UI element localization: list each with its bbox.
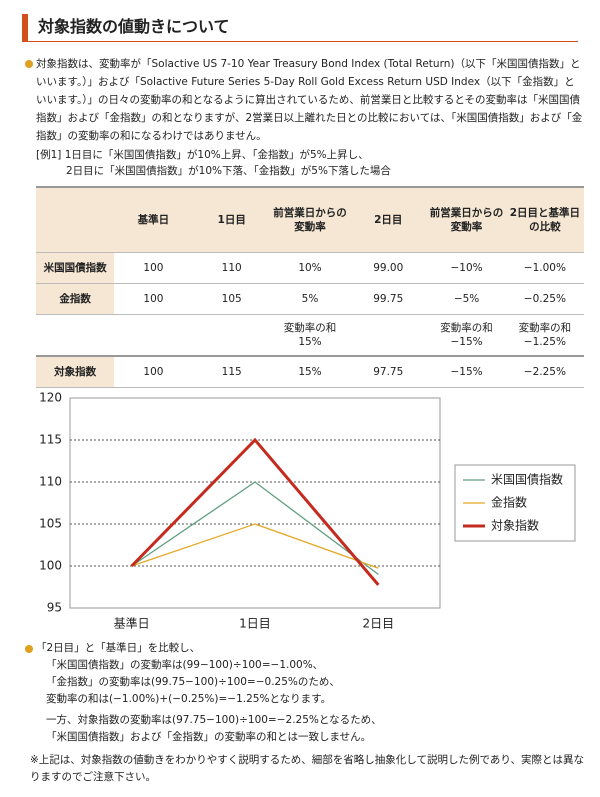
header-row: 基準日 1日目 前営業日からの変動率 2日目 前営業日からの変動率 2日目と基準日の比較 — [36, 186, 584, 253]
cell: 99.75 — [349, 283, 428, 315]
x-tick-label: 基準日 — [114, 616, 150, 631]
cell — [36, 315, 114, 357]
footnote: ※上記は、対象指数の値動きをわかりやすく説明するため、細部を省略し抽象化して説明… — [30, 754, 584, 783]
example-line: 2日目に「米国国債指数」が10%下落、「金指数」が5%下落した場合 — [66, 165, 391, 177]
cell: 100 — [114, 252, 193, 284]
note-line: 「米国国債指数」および「金指数」の変動率の和とは一致しません。 — [46, 731, 372, 743]
cell: 5% — [270, 283, 350, 315]
cell: −0.25% — [505, 283, 584, 315]
y-tick-label: 95 — [47, 601, 62, 615]
legend-label: 対象指数 — [491, 518, 539, 533]
note-line: 「金指数」の変動率は(99.75−100)÷100=−0.25%のため、 — [46, 676, 340, 688]
cell: 99.00 — [349, 252, 428, 284]
header-cell: 前営業日からの変動率 — [270, 186, 350, 253]
header-cell — [36, 186, 115, 253]
section-title: 対象指数の値動きについて — [22, 14, 578, 42]
x-tick-label: 2日目 — [363, 617, 395, 631]
cell: 変動率の和 15% — [283, 322, 337, 348]
example: [例1] 1日目に「米国国債指数」が10%上昇、「金指数」が5%上昇し、 2日目… — [36, 147, 391, 179]
intro-text: 対象指数は、変動率が「Solactive US 7-10 Year Treasu… — [36, 58, 583, 142]
y-tick-label: 120 — [39, 391, 62, 405]
note-line: 一方、対象指数の変動率は(97.75−100)÷100=−2.25%となるため、 — [46, 714, 382, 726]
cell: 金指数 — [36, 283, 115, 315]
cell: −5% — [427, 283, 506, 315]
series-line — [131, 481, 379, 575]
x-tick-label: 1日目 — [239, 617, 271, 631]
y-tick-label: 105 — [39, 517, 62, 531]
cell: 110 — [192, 252, 271, 284]
cell: 米国国債指数 — [36, 252, 115, 284]
bullet — [25, 60, 33, 68]
y-tick-label: 100 — [39, 559, 62, 573]
cell: −15% — [427, 355, 506, 388]
cell — [114, 315, 192, 357]
cell — [193, 315, 271, 357]
cell: 変動率の和 −1.25% — [518, 322, 572, 348]
header-cell: 2日目 — [349, 186, 428, 253]
plot-frame — [69, 397, 441, 609]
note-line: 「米国国債指数」の変動率は(99−100)÷100=−1.00%、 — [46, 659, 324, 671]
notes: 「2日目」と「基準日」を比較し、「米国国債指数」の変動率は(99−100)÷10… — [36, 640, 382, 746]
legend-label: 金指数 — [491, 495, 527, 510]
row: 対象指数 100 115 15% 97.75 −15% −2.25% — [36, 355, 584, 388]
row: 変動率の和 15% 変動率の和 −15% 変動率の和 −1.25% — [36, 315, 584, 357]
table: 基準日 1日目 前営業日からの変動率 2日目 前営業日からの変動率 2日目と基準日の比較米… — [36, 186, 584, 388]
y-tick-label: 115 — [39, 433, 62, 447]
cell: 10% — [270, 252, 350, 284]
cell: 105 — [192, 283, 271, 315]
series-line — [130, 437, 380, 586]
row: 金指数 100 105 5% 99.75 −5% −0.25% — [36, 283, 584, 315]
header-cell: 基準日 — [114, 186, 193, 253]
cell: −1.00% — [505, 252, 584, 284]
series-line — [131, 523, 379, 569]
bullet — [25, 645, 33, 653]
y-tick-label: 110 — [39, 475, 62, 489]
header-cell: 前営業日からの変動率 — [427, 186, 506, 253]
cell: 100 — [114, 355, 193, 388]
cell: 97.75 — [349, 355, 428, 388]
cell: −2.25% — [505, 355, 584, 388]
note-line: 変動率の和は(−1.00%)+(−0.25%)=−1.25%となります。 — [46, 693, 332, 705]
cell: −10% — [427, 252, 506, 284]
header-cell: 1日目 — [192, 186, 271, 253]
row: 米国国債指数 100 110 10% 99.00 −10% −1.00% — [36, 252, 584, 284]
cell: 115 — [192, 355, 271, 388]
cell: 15% — [270, 355, 350, 388]
cell: 100 — [114, 283, 193, 315]
legend-label: 米国国債指数 — [491, 472, 563, 487]
cell: 対象指数 — [36, 355, 115, 388]
cell — [349, 315, 427, 357]
example-line: [例1] 1日目に「米国国債指数」が10%上昇、「金指数」が5%上昇し、 — [36, 149, 369, 161]
cell: 変動率の和 −15% — [440, 322, 493, 348]
note-line: 「2日目」と「基準日」を比較し、 — [36, 642, 201, 654]
header-cell: 2日目と基準日の比較 — [505, 186, 584, 253]
